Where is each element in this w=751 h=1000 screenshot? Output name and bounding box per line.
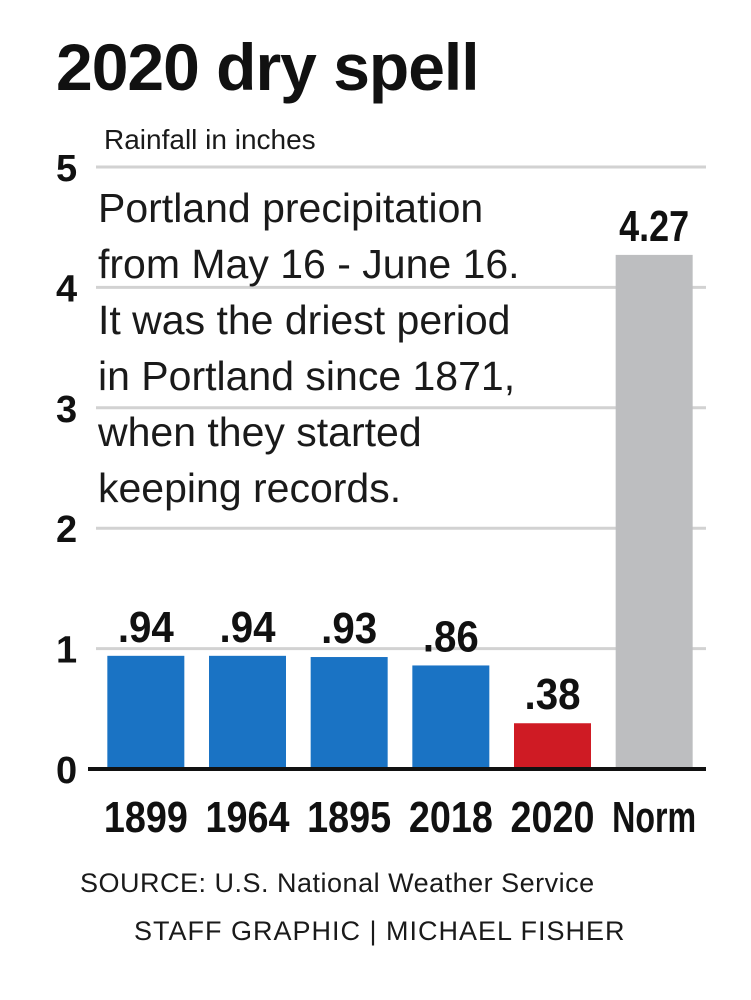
bar-1899 (107, 655, 185, 769)
chart-annotation: Portland precipitation from May 16 - June… (98, 180, 598, 516)
staff-credit: STAFF GRAPHIC | MICHAEL FISHER (134, 916, 626, 946)
data-label: .94 (118, 603, 174, 652)
y-axis-ticks: 0 1 2 3 4 5 (56, 148, 77, 792)
bars (107, 254, 693, 770)
chart-title: 2020 dry spell (56, 30, 480, 104)
annotation-line: in Portland since 1871, (98, 353, 516, 399)
data-label: .93 (321, 604, 377, 653)
x-axis-ticks: 1899 1964 1895 2018 2020 Norm (104, 793, 696, 842)
x-tick-label: 1895 (307, 793, 391, 842)
x-tick-label: Norm (612, 793, 696, 842)
x-tick-label: 2020 (511, 793, 595, 842)
x-tick-label: 1899 (104, 793, 188, 842)
x-tick-label: 1964 (206, 793, 290, 842)
y-tick-label: 0 (56, 750, 77, 792)
y-tick-label: 5 (56, 148, 77, 190)
annotation-line: from May 16 - June 16. (98, 241, 520, 287)
y-tick-label: 2 (56, 509, 77, 551)
source-credit: SOURCE: U.S. National Weather Service (80, 868, 595, 898)
y-tick-label: 3 (56, 389, 77, 431)
bar-norm (615, 254, 693, 770)
data-label: .38 (525, 670, 581, 719)
gridlines (96, 165, 706, 651)
bar-1895 (310, 657, 388, 769)
x-tick-label: 2018 (409, 793, 493, 842)
y-tick-label: 1 (56, 630, 77, 672)
bar-1964 (209, 655, 286, 769)
data-label: 4.27 (619, 202, 689, 251)
y-tick-label: 4 (56, 268, 77, 310)
annotation-line: It was the driest period (98, 297, 511, 343)
annotation-line: keeping records. (98, 465, 402, 511)
data-label: .86 (423, 612, 479, 661)
data-labels: .94 .94 .93 .86 .38 4.27 (118, 202, 689, 719)
annotation-line: when they started (98, 409, 422, 455)
bar-2020 (514, 723, 591, 769)
bar-2018 (412, 665, 490, 769)
data-label: .94 (220, 603, 276, 652)
annotation-line: Portland precipitation (98, 185, 484, 231)
y-axis-label: Rainfall in inches (104, 124, 316, 155)
